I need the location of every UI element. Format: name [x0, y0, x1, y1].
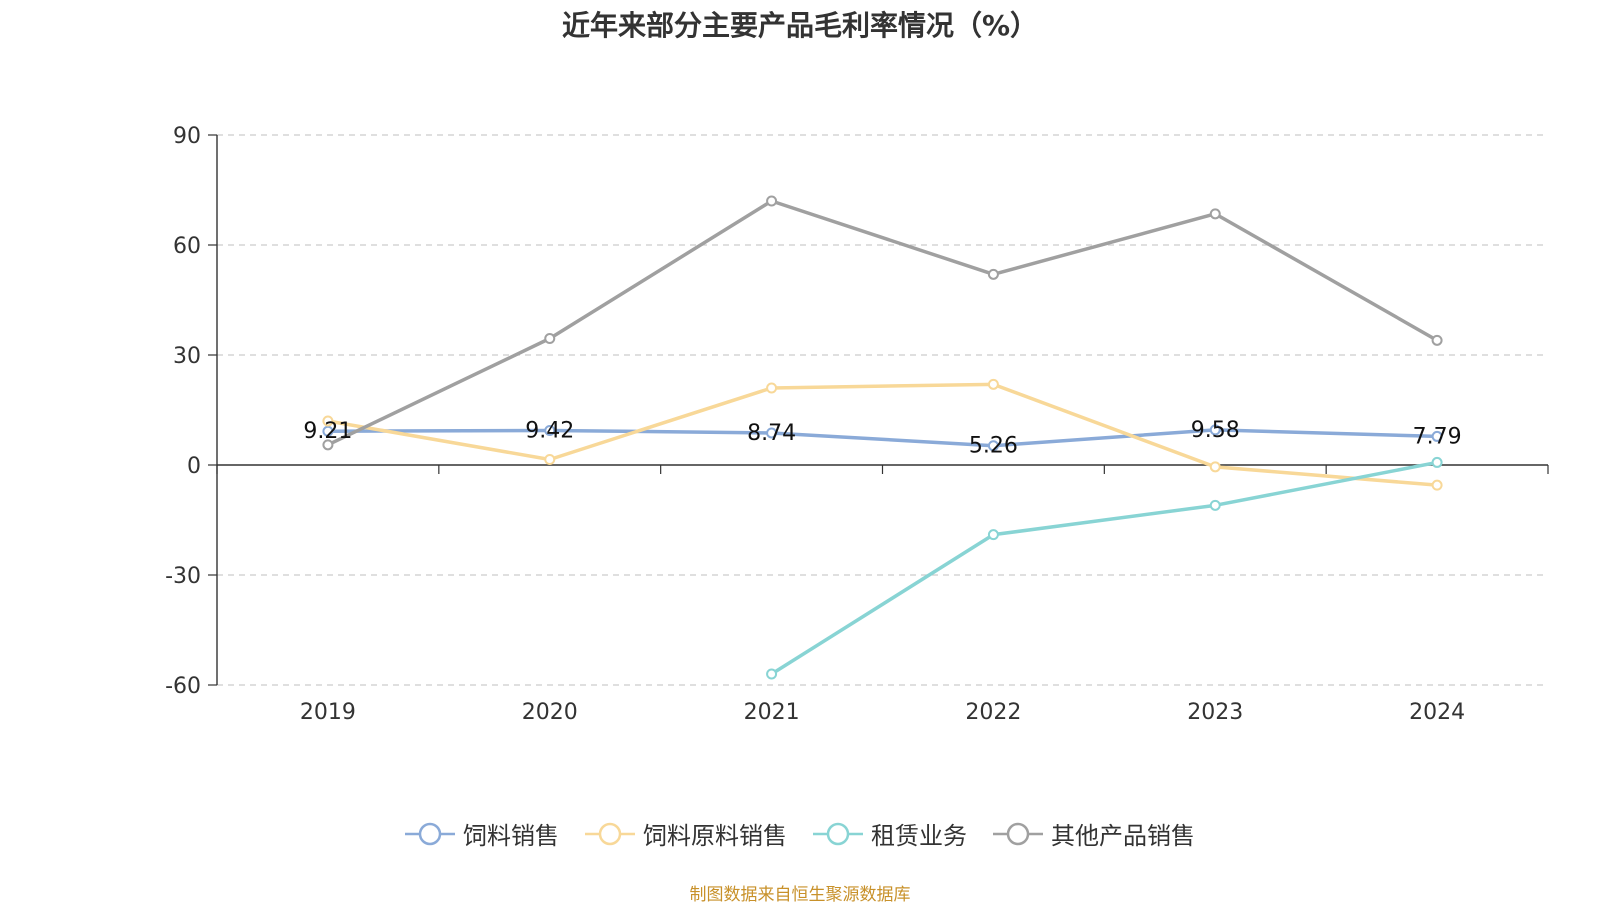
legend-item-0[interactable]: 饲料销售 — [405, 816, 559, 851]
data-point-s1-2020 — [544, 454, 556, 465]
y-tick-label-5: -60 — [165, 674, 201, 699]
y-tick-label-1: 60 — [173, 234, 201, 259]
x-tick-label-2019: 2019 — [300, 700, 356, 725]
source-note: 制图数据来自恒生聚源数据库 — [689, 885, 911, 905]
data-point-s2-2021 — [766, 668, 778, 680]
legend-item-1[interactable]: 饲料原料销售 — [585, 816, 787, 851]
data-label-s0-2020: 9.42 — [525, 418, 574, 443]
data-point-s1-2019 — [322, 415, 334, 427]
series-line-2 — [770, 460, 1438, 676]
legend-label: 其他产品销售 — [1051, 822, 1195, 850]
data-point-s2-2023 — [1209, 499, 1221, 511]
y-tick-label-4: -30 — [165, 564, 201, 589]
legend-swatch-icon — [585, 822, 635, 845]
legend-label: 饲料原料销售 — [643, 822, 787, 850]
series-line-1 — [327, 382, 1438, 487]
x-tick-label-2023: 2023 — [1187, 700, 1243, 725]
data-label-s0-2019: 9.21 — [303, 419, 352, 444]
legend-swatch-icon — [405, 822, 455, 845]
data-point-s2-2024 — [1431, 456, 1443, 468]
series-line-0 — [327, 428, 1438, 448]
legend: 饲料销售 饲料原料销售 租赁业务 其他产品销售 — [0, 816, 1600, 851]
legend-swatch-icon — [993, 822, 1043, 845]
series-layer — [322, 195, 1443, 680]
chart-title: 近年来部分主要产品毛利率情况（%） — [561, 9, 1039, 42]
data-point-s1-2022 — [987, 378, 999, 390]
data-label-s0-2023: 9.58 — [1191, 418, 1240, 443]
data-point-s1-2023 — [1209, 461, 1221, 473]
series-line-3 — [327, 199, 1438, 447]
data-point-s3-2020 — [544, 333, 556, 344]
legend-item-2[interactable]: 租赁业务 — [813, 816, 967, 851]
y-tick-label-0: 90 — [173, 124, 201, 149]
data-point-s1-2021 — [766, 382, 778, 394]
legend-label: 租赁业务 — [871, 822, 967, 850]
data-point-s0-2020 — [544, 424, 556, 436]
legend-item-3[interactable]: 其他产品销售 — [993, 816, 1195, 851]
data-point-s3-2024 — [1431, 334, 1443, 346]
legend-swatch-icon — [813, 822, 863, 845]
legend-label: 饲料销售 — [463, 822, 559, 850]
label-layer: 9.21 9.42 8.74 5.26 9.58 7.79 — [303, 418, 1461, 459]
data-point-s3-2021 — [766, 195, 778, 207]
data-point-s3-2023 — [1209, 208, 1221, 220]
data-point-s0-2023 — [1209, 424, 1221, 436]
data-point-s0-2021 — [766, 427, 778, 439]
data-label-s0-2022: 5.26 — [969, 434, 1018, 459]
data-label-s0-2024: 7.79 — [1413, 424, 1462, 449]
data-point-s0-2019 — [322, 425, 334, 437]
x-tick-label-2021: 2021 — [744, 700, 800, 725]
y-tick-label-2: 30 — [173, 344, 201, 369]
data-point-s3-2019 — [322, 439, 334, 451]
axis-layer: 90 60 30 0 -30 -60 2019 2020 2021 2022 2023 2024 — [165, 124, 1549, 725]
data-point-s1-2024 — [1431, 479, 1443, 491]
data-point-s0-2024 — [1431, 430, 1443, 442]
x-tick-label-2020: 2020 — [522, 700, 578, 725]
data-point-s3-2022 — [987, 268, 999, 280]
x-tick-label-2024: 2024 — [1409, 700, 1465, 725]
y-tick-label-3: 0 — [187, 454, 201, 479]
grid-layer — [217, 134, 1548, 686]
x-tick-label-2022: 2022 — [965, 700, 1021, 725]
data-point-s0-2022 — [987, 440, 999, 452]
data-point-s2-2022 — [987, 529, 999, 541]
data-label-s0-2021: 8.74 — [747, 421, 796, 446]
